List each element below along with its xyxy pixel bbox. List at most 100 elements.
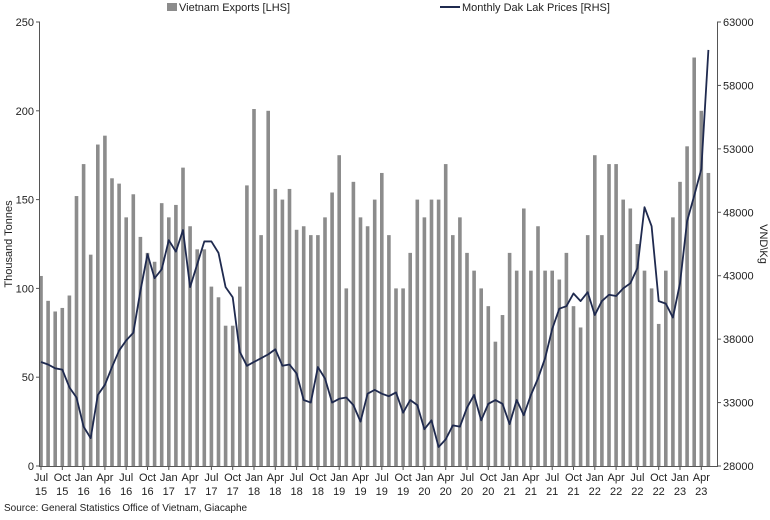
export-bar [699,110,704,467]
x-tick-year: 21 [503,486,515,498]
export-bar [408,252,412,466]
left-tick-label: 0 [28,461,34,473]
x-tick-month: Jan [671,472,689,484]
x-tick-year: 17 [163,486,175,498]
x-tick-month: Jan [75,472,93,484]
export-bar [522,208,526,467]
x-tick-year: 22 [631,486,643,498]
x-tick-month: Jul [630,472,644,484]
export-bar [458,217,462,466]
x-tick-month: Jan [501,472,519,484]
right-tick-label: 53000 [723,144,754,156]
export-bar [635,244,640,466]
export-bar [152,261,157,466]
export-bar [415,199,420,466]
export-bar [323,217,327,466]
x-tick-month: Jan [416,472,434,484]
x-tick-year: 17 [227,486,239,498]
x-tick-month: Jan [160,472,178,484]
export-bar [202,249,207,466]
x-tick-year: 20 [418,486,430,498]
export-bar [678,181,682,466]
export-bar [529,270,533,466]
export-bar [330,192,334,466]
export-bar [486,306,491,466]
legend-bars-label: Vietnam Exports [LHS] [179,2,290,14]
export-bar [67,295,72,466]
export-bar [46,300,50,466]
source-note: Source: General Statistics Office of Vie… [4,503,248,514]
export-bar [96,144,100,467]
export-bar [600,235,604,466]
export-bar [209,286,214,466]
x-tick-year: 19 [376,486,388,498]
export-bar [280,199,285,466]
export-bar [443,164,448,466]
right-tick-label: 63000 [723,17,754,29]
export-bar [514,270,519,466]
x-tick-year: 21 [567,486,579,498]
x-tick-month: Apr [437,472,454,484]
export-bar [266,110,270,467]
right-tick-label: 43000 [723,271,754,283]
x-tick-year: 21 [525,486,537,498]
export-bar [642,270,647,466]
x-tick-year: 16 [141,486,153,498]
export-bar [671,217,675,466]
export-bar [181,167,185,466]
x-tick-month: Oct [650,472,667,484]
export-bar [706,172,711,466]
export-bar [110,178,114,467]
export-bar [316,235,320,466]
export-bar [88,254,93,466]
export-bar [422,217,427,466]
legend: Vietnam Exports [LHS] Monthly Dak Lak Pr… [167,2,610,14]
export-bars [39,57,711,467]
x-tick-year: 19 [397,486,409,498]
export-bar [145,252,150,466]
x-tick-year: 17 [184,486,196,498]
export-bar [372,199,377,466]
right-tick-label: 48000 [723,207,754,219]
export-bar [259,235,263,466]
x-tick-year: 16 [77,486,89,498]
left-tick-label: 200 [16,106,34,118]
x-tick-year: 19 [333,486,345,498]
x-tick-year: 18 [269,486,281,498]
x-tick-month: Jul [290,472,304,484]
export-bar [138,236,143,466]
x-tick-month: Apr [96,472,113,484]
export-bar [74,196,79,467]
left-axis-ticks: 0 50 100 150 200 250 [16,17,40,473]
export-bar [287,188,292,466]
x-tick-month: Jul [204,472,218,484]
x-tick-month: Oct [395,472,412,484]
export-bar [188,226,192,466]
x-tick-month: Jul [34,472,48,484]
x-tick-year: 23 [695,486,707,498]
export-bar [493,341,498,466]
export-bar [195,249,199,466]
export-bar [536,226,540,466]
export-bar [117,183,121,466]
export-bar [685,146,689,466]
export-bar [692,57,696,467]
export-bar [656,323,661,466]
x-tick-month: Apr [608,472,625,484]
export-bar [649,288,654,466]
x-tick-year: 15 [56,486,68,498]
x-tick-year: 22 [589,486,601,498]
x-tick-year: 21 [546,486,558,498]
export-bar [60,307,65,466]
x-tick-year: 23 [674,486,686,498]
export-bar [401,288,405,466]
export-bar [252,109,256,467]
left-axis-title: Thousand Tonnes [3,200,15,288]
export-bar [230,325,235,466]
export-bar [167,217,171,466]
export-bar [585,235,590,466]
x-tick-month: Jan [586,472,604,484]
export-bar [223,325,228,466]
export-bar [344,288,349,466]
